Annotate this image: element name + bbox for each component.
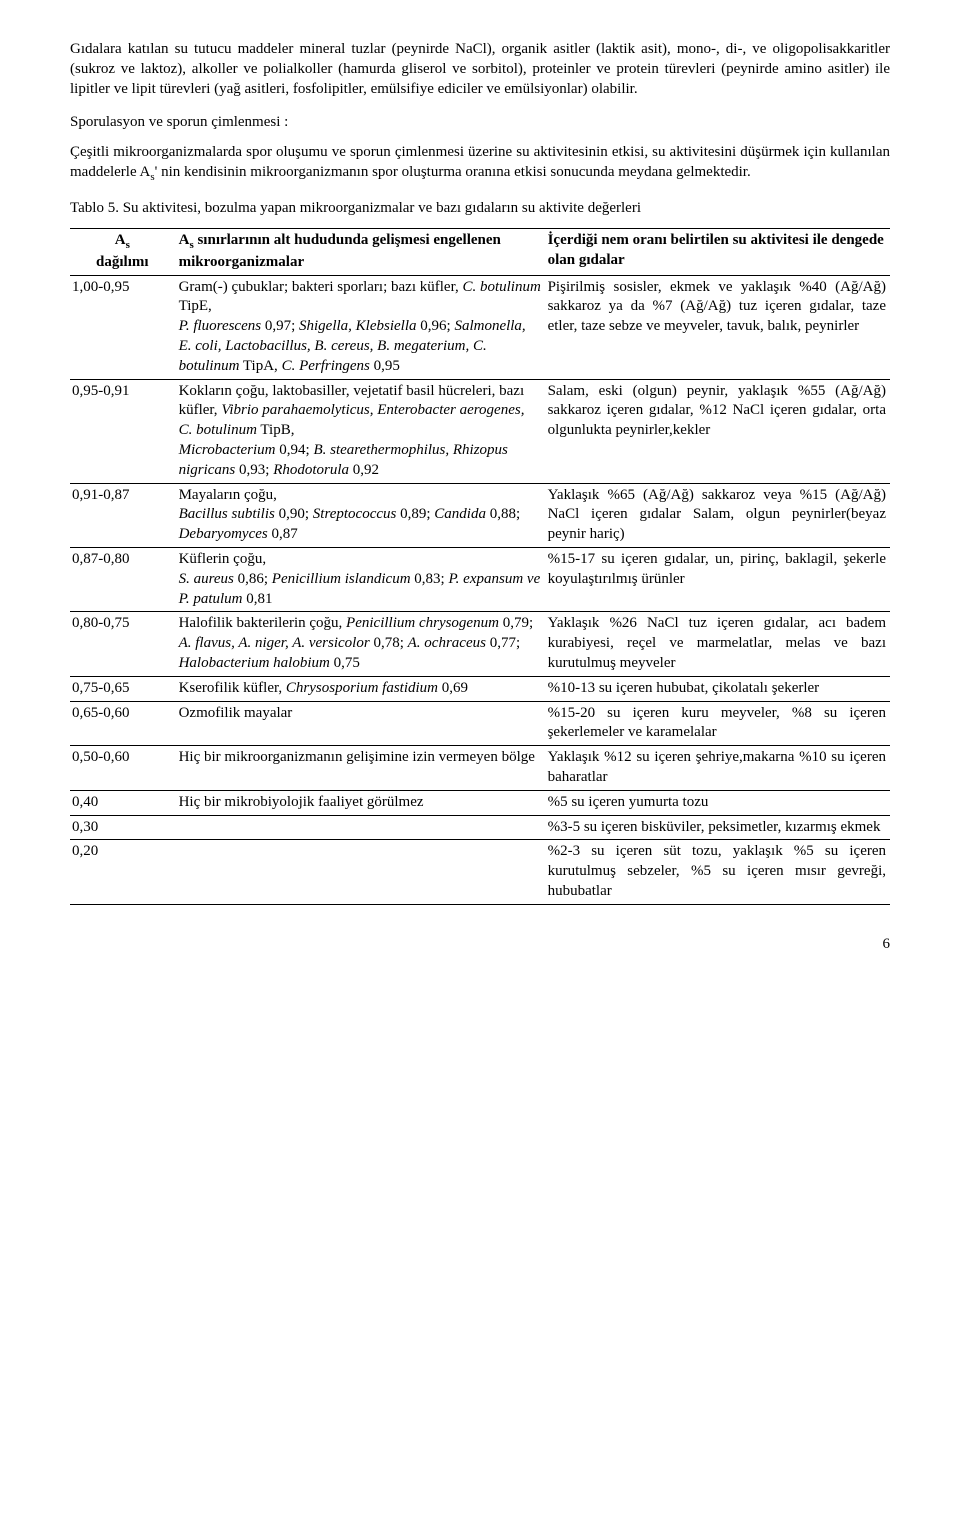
organisms-cell: Gram(-) çubuklar; bakteri sporları; bazı… [177, 275, 546, 379]
table-row: 0,87-0,80Küflerin çoğu,S. aureus 0,86; P… [70, 547, 890, 611]
foods-cell: %3-5 su içeren bisküviler, peksimetler, … [546, 815, 890, 840]
foods-cell: %15-20 su içeren kuru meyveler, %8 su iç… [546, 701, 890, 746]
organisms-cell: Halofilik bakterilerin çoğu, Penicillium… [177, 612, 546, 676]
header-text: A [179, 232, 190, 248]
organisms-cell: Ozmofilik mayalar [177, 701, 546, 746]
table-header-cell: As dağılımı [70, 229, 177, 275]
table-row: 0,50-0,60Hiç bir mikroorganizmanın geliş… [70, 746, 890, 791]
page-number: 6 [70, 935, 890, 955]
foods-cell: %15-17 su içeren gıdalar, un, pirinç, ba… [546, 547, 890, 611]
table-header-cell: İçerdiği nem oranı belirtilen su aktivit… [546, 229, 890, 275]
table-body: 1,00-0,95Gram(-) çubuklar; bakteri sporl… [70, 275, 890, 904]
foods-cell: Yaklaşık %65 (Ağ/Ağ) sakkaroz veya %15 (… [546, 483, 890, 547]
organisms-cell: Hiç bir mikrobiyolojik faaliyet görülmez [177, 790, 546, 815]
foods-cell: Yaklaşık %26 NaCl tuz içeren gıdalar, ac… [546, 612, 890, 676]
header-text: A [115, 232, 126, 248]
table-row: 0,30 %3-5 su içeren bisküviler, peksimetl… [70, 815, 890, 840]
range-cell: 0,95-0,91 [70, 379, 177, 483]
range-cell: 0,20 [70, 840, 177, 904]
paragraph-text: ' nin kendisinin mikroorganizmanın spor … [155, 164, 751, 180]
organisms-cell [177, 815, 546, 840]
foods-cell: %10-13 su içeren hububat, çikolatalı şek… [546, 676, 890, 701]
organisms-cell [177, 840, 546, 904]
range-cell: 0,40 [70, 790, 177, 815]
table-header-cell: As sınırlarının alt hududunda gelişmesi … [177, 229, 546, 275]
organisms-cell: Kserofilik küfler, Chrysosporium fastidi… [177, 676, 546, 701]
water-activity-table: As dağılımı As sınırlarının alt hududund… [70, 228, 890, 904]
foods-cell: %5 su içeren yumurta tozu [546, 790, 890, 815]
table-row: 0,65-0,60Ozmofilik mayalar%15-20 su içer… [70, 701, 890, 746]
table-row: 0,40Hiç bir mikrobiyolojik faaliyet görü… [70, 790, 890, 815]
table-header-row: As dağılımı As sınırlarının alt hududund… [70, 229, 890, 275]
range-cell: 0,75-0,65 [70, 676, 177, 701]
range-cell: 0,65-0,60 [70, 701, 177, 746]
foods-cell: Pişirilmiş sosisler, ekmek ve yaklaşık %… [546, 275, 890, 379]
range-cell: 1,00-0,95 [70, 275, 177, 379]
organisms-cell: Küflerin çoğu,S. aureus 0,86; Penicilliu… [177, 547, 546, 611]
organisms-cell: Mayaların çoğu,Bacillus subtilis 0,90; S… [177, 483, 546, 547]
range-cell: 0,80-0,75 [70, 612, 177, 676]
table-row: 1,00-0,95Gram(-) çubuklar; bakteri sporl… [70, 275, 890, 379]
table-caption: Tablo 5. Su aktivitesi, bozulma yapan mi… [70, 199, 890, 219]
section-heading: Sporulasyon ve sporun çimlenmesi : [70, 113, 890, 133]
subscript-s: s [126, 239, 130, 251]
range-cell: 0,30 [70, 815, 177, 840]
table-row: 0,91-0,87Mayaların çoğu,Bacillus subtili… [70, 483, 890, 547]
header-text: sınırlarının alt hududunda gelişmesi eng… [179, 232, 501, 270]
header-text: dağılımı [96, 254, 149, 270]
range-cell: 0,87-0,80 [70, 547, 177, 611]
organisms-cell: Kokların çoğu, laktobasiller, vejetatif … [177, 379, 546, 483]
table-row: 0,80-0,75Halofilik bakterilerin çoğu, Pe… [70, 612, 890, 676]
body-paragraph: Çeşitli mikroorganizmalarda spor oluşumu… [70, 143, 890, 184]
table-row: 0,95-0,91Kokların çoğu, laktobasiller, v… [70, 379, 890, 483]
foods-cell: %2-3 su içeren süt tozu, yaklaşık %5 su … [546, 840, 890, 904]
table-row: 0,20 %2-3 su içeren süt tozu, yaklaşık %5… [70, 840, 890, 904]
range-cell: 0,91-0,87 [70, 483, 177, 547]
foods-cell: Yaklaşık %12 su içeren şehriye,makarna %… [546, 746, 890, 791]
organisms-cell: Hiç bir mikroorganizmanın gelişimine izi… [177, 746, 546, 791]
range-cell: 0,50-0,60 [70, 746, 177, 791]
body-paragraph: Gıdalara katılan su tutucu maddeler mine… [70, 40, 890, 99]
table-row: 0,75-0,65Kserofilik küfler, Chrysosporiu… [70, 676, 890, 701]
foods-cell: Salam, eski (olgun) peynir, yaklaşık %55… [546, 379, 890, 483]
